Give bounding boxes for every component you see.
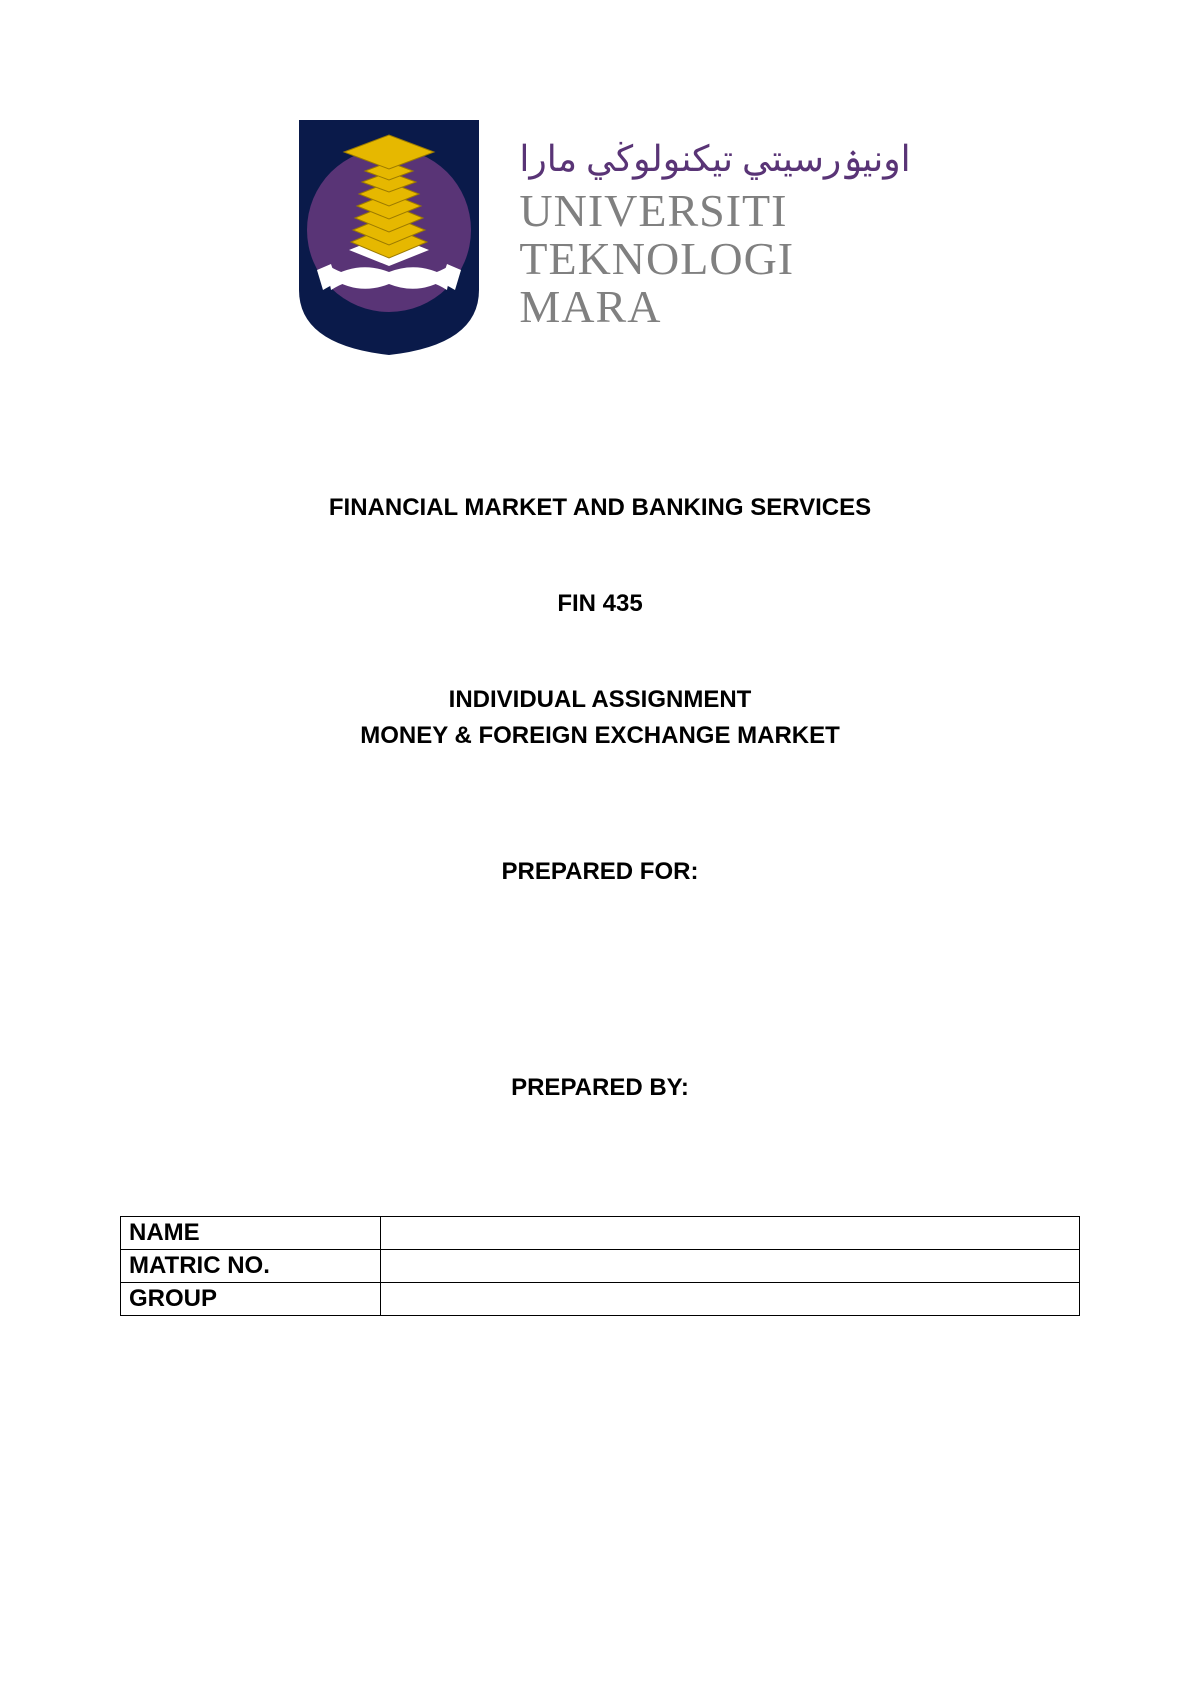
assignment-topic: MONEY & FOREIGN EXCHANGE MARKET <box>120 718 1080 754</box>
course-code: FIN 435 <box>120 586 1080 622</box>
table-row: MATRIC NO. <box>121 1250 1080 1283</box>
uitm-shield-icon <box>289 110 489 360</box>
table-label-name: NAME <box>121 1217 381 1250</box>
table-value-name <box>381 1217 1080 1250</box>
jawi-script: اونيۏرسيتي تيكنولوڬي مارا <box>519 141 910 177</box>
table-value-matric <box>381 1250 1080 1283</box>
document-page: اونيۏرسيتي تيكنولوڬي مارا UNIVERSITI TEK… <box>0 0 1200 1697</box>
university-name-line3: MARA <box>519 285 910 329</box>
course-title: FINANCIAL MARKET AND BANKING SERVICES <box>120 490 1080 526</box>
logo-text-block: اونيۏرسيتي تيكنولوڬي مارا UNIVERSITI TEK… <box>519 141 910 328</box>
table-value-group <box>381 1283 1080 1316</box>
assignment-type: INDIVIDUAL ASSIGNMENT <box>120 682 1080 718</box>
prepared-by-label: PREPARED BY: <box>120 1070 1080 1106</box>
student-info-table: NAME MATRIC NO. GROUP <box>120 1216 1080 1316</box>
university-name-line1: UNIVERSITI <box>519 189 910 233</box>
prepared-for-label: PREPARED FOR: <box>120 854 1080 890</box>
table-row: GROUP <box>121 1283 1080 1316</box>
university-name-line2: TEKNOLOGI <box>519 237 910 281</box>
table-label-matric: MATRIC NO. <box>121 1250 381 1283</box>
university-logo-shield <box>289 110 489 360</box>
table-label-group: GROUP <box>121 1283 381 1316</box>
logo-container: اونيۏرسيتي تيكنولوڬي مارا UNIVERSITI TEK… <box>120 110 1080 360</box>
table-row: NAME <box>121 1217 1080 1250</box>
